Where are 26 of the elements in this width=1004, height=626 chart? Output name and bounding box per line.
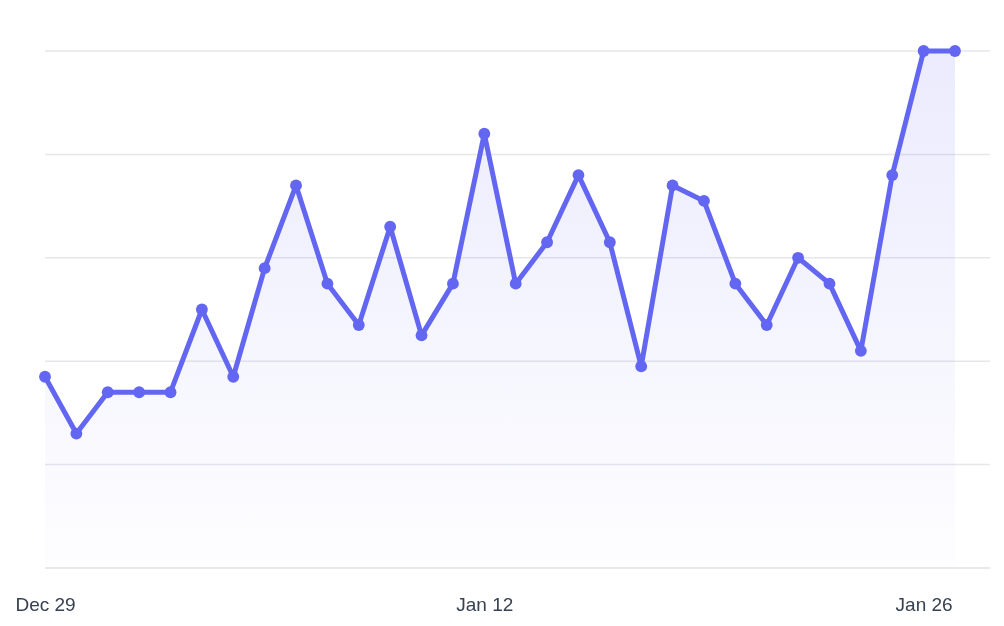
point <box>666 179 679 192</box>
x-tick-label: Jan 12 <box>456 594 514 616</box>
point <box>792 251 805 264</box>
point <box>949 45 961 57</box>
point <box>101 386 114 399</box>
point <box>541 236 553 249</box>
point <box>321 277 334 290</box>
point <box>603 236 616 249</box>
x-tick-label: Dec 29 <box>15 594 76 616</box>
point <box>352 319 365 331</box>
point <box>823 277 836 290</box>
point <box>729 277 742 290</box>
point <box>133 386 146 399</box>
point <box>886 169 899 181</box>
point <box>164 386 177 399</box>
point <box>698 195 710 207</box>
point <box>478 127 491 140</box>
point <box>384 220 397 233</box>
point <box>917 45 930 57</box>
x-tick-label: Jan 26 <box>895 594 953 616</box>
point <box>635 360 648 373</box>
point <box>760 319 773 331</box>
point <box>39 370 51 383</box>
point <box>258 262 271 275</box>
point <box>447 277 459 290</box>
point <box>70 427 83 440</box>
